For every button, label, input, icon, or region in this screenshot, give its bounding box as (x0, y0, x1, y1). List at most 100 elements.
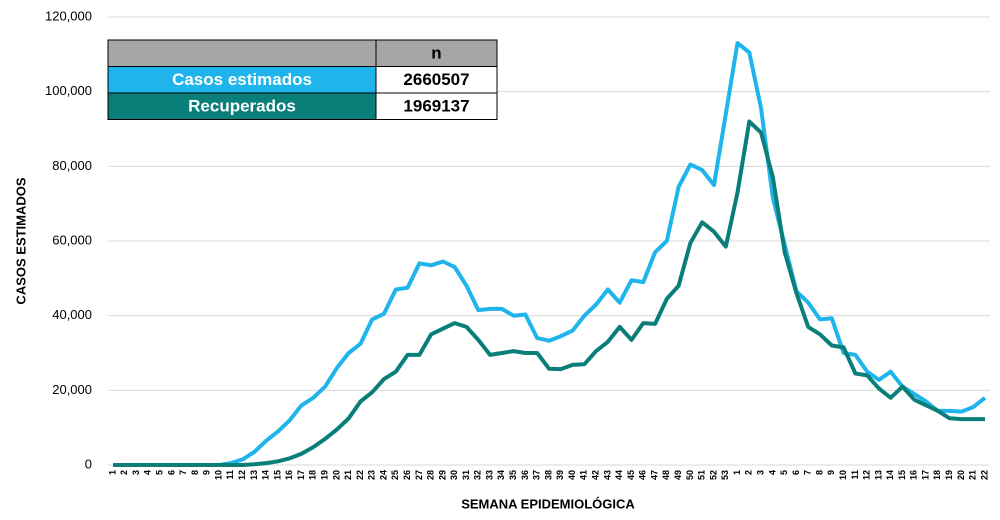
x-tick-label: 10 (213, 470, 223, 480)
x-tick-label: 23 (367, 470, 377, 480)
x-tick-label: 7 (178, 470, 188, 475)
x-tick-label: 20 (956, 470, 966, 480)
x-tick-label: 18 (308, 470, 318, 480)
x-tick-label: 28 (426, 470, 436, 480)
y-axis-title: CASOS ESTIMADOS (13, 177, 28, 304)
y-tick-label: 80,000 (52, 158, 92, 173)
x-tick-label: 14 (261, 470, 271, 480)
x-tick-label: 21 (968, 470, 978, 480)
x-tick-label: 14 (885, 470, 895, 480)
legend-label: Recuperados (188, 97, 296, 116)
y-tick-label: 0 (85, 456, 92, 471)
table-header-cell (375, 39, 498, 67)
x-tick-label: 43 (602, 470, 612, 480)
x-tick-label: 35 (508, 470, 518, 480)
x-tick-label: 13 (249, 470, 259, 480)
table-header: n (431, 44, 441, 63)
x-tick-label: 12 (237, 470, 247, 480)
x-tick-label: 22 (355, 470, 365, 480)
x-tick-label: 24 (378, 470, 388, 480)
x-tick-label: 3 (755, 470, 765, 475)
series-line (113, 119, 985, 467)
x-tick-label: 52 (708, 470, 718, 480)
x-tick-label: 6 (166, 470, 176, 475)
x-tick-label: 39 (555, 470, 565, 480)
legend-table: n Casos estimados 2660507 Recuperados 196913… (107, 39, 498, 120)
table-value: 2660507 (403, 70, 469, 89)
y-tick-label: 120,000 (45, 8, 92, 23)
x-tick-label: 11 (225, 470, 235, 480)
x-tick-label: 45 (626, 470, 636, 480)
x-tick-label: 47 (649, 470, 659, 480)
x-axis-title: SEMANA EPIDEMIOLÓGICA (461, 496, 635, 511)
x-tick-label: 26 (402, 470, 412, 480)
x-tick-label: 2 (119, 470, 129, 475)
x-tick-label: 38 (543, 470, 553, 480)
table-value: 1969137 (403, 97, 469, 116)
x-tick-label: 9 (202, 470, 212, 475)
x-tick-label: 32 (473, 470, 483, 480)
x-tick-label: 1 (732, 470, 742, 475)
x-tick-label: 12 (862, 470, 872, 480)
x-tick-label: 11 (850, 470, 860, 480)
x-tick-label: 1 (107, 470, 117, 475)
x-tick-label: 17 (920, 470, 930, 480)
x-tick-label: 33 (484, 470, 494, 480)
table-cell (375, 66, 498, 94)
x-tick-label: 15 (897, 470, 907, 480)
x-tick-label: 44 (614, 470, 624, 480)
table-header-cell (107, 39, 377, 67)
x-tick-label: 41 (579, 470, 589, 480)
x-tick-label: 4 (143, 470, 153, 475)
x-tick-label: 4 (767, 470, 777, 475)
x-tick-label: 5 (779, 470, 789, 475)
x-tick-label: 40 (567, 470, 577, 480)
legend-swatch (107, 92, 377, 120)
legend-label: Casos estimados (172, 70, 312, 89)
x-tick-label: 7 (803, 470, 813, 475)
x-tick-label: 10 (838, 470, 848, 480)
x-tick-label: 21 (343, 470, 353, 480)
x-tick-label: 8 (190, 470, 200, 475)
x-tick-label: 36 (520, 470, 530, 480)
x-tick-label: 3 (131, 470, 141, 475)
lines (113, 41, 987, 467)
x-tick-label: 31 (461, 470, 471, 480)
x-tick-label: 16 (909, 470, 919, 480)
y-tick-label: 100,000 (45, 83, 92, 98)
x-tick-label: 30 (449, 470, 459, 480)
x-tick-label: 50 (685, 470, 695, 480)
table-cell (375, 92, 498, 120)
x-tick-label: 29 (437, 470, 447, 480)
x-tick-label: 19 (944, 470, 954, 480)
x-tick-label: 9 (826, 470, 836, 475)
x-tick-label: 5 (155, 470, 165, 475)
x-tick-label: 25 (390, 470, 400, 480)
grid: 0 20,000 40,000 60,000 80,000 100,000 120,000 1… (45, 8, 990, 480)
y-tick-label: 40,000 (52, 307, 92, 322)
x-tick-label: 19 (319, 470, 329, 480)
x-tick-label: 51 (697, 470, 707, 480)
x-tick-label: 46 (638, 470, 648, 480)
x-tick-label: 16 (284, 470, 294, 480)
x-tick-label: 49 (673, 470, 683, 480)
x-tick-label: 27 (414, 470, 424, 480)
x-tick-label: 15 (272, 470, 282, 480)
x-tick-label: 8 (814, 470, 824, 475)
x-tick-label: 34 (496, 470, 506, 480)
x-tick-label: 22 (979, 470, 989, 480)
y-tick-label: 20,000 (52, 382, 92, 397)
x-tick-label: 6 (791, 470, 801, 475)
x-tick-label: 18 (932, 470, 942, 480)
x-tick-label: 37 (532, 470, 542, 480)
x-tick-label: 48 (661, 470, 671, 480)
x-tick-label: 53 (720, 470, 730, 480)
x-tick-label: 17 (296, 470, 306, 480)
y-tick-label: 60,000 (52, 232, 92, 247)
x-tick-label: 13 (873, 470, 883, 480)
x-tick-label: 20 (331, 470, 341, 480)
series-line (113, 41, 987, 467)
x-tick-label: 2 (744, 470, 754, 475)
x-tick-label: 42 (591, 470, 601, 480)
